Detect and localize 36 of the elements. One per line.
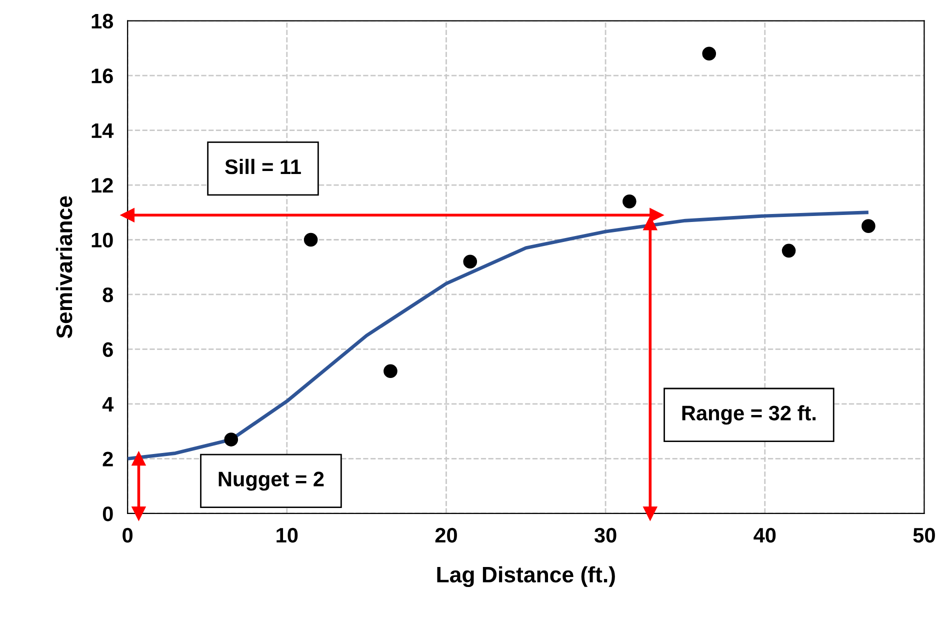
point: [120, 208, 135, 222]
point: [463, 254, 478, 269]
line-series: [128, 210, 870, 460]
annotation: Sill = 11: [225, 158, 301, 174]
x-tick-label: 0: [122, 528, 133, 543]
point: [224, 432, 238, 446]
y-tick-label: 8: [102, 287, 114, 302]
point: [132, 452, 146, 466]
point: [862, 219, 876, 233]
x-tick-label: 50: [913, 528, 935, 543]
point: [782, 244, 796, 258]
annotation: Nugget = 2: [218, 472, 324, 491]
y-axis-title: Semivariance: [56, 196, 72, 338]
y-tick-label: 0: [102, 506, 113, 522]
y-tick-label: 12: [92, 178, 113, 193]
annotation: Range = 32 ft.: [682, 405, 816, 425]
y-tick-label: 4: [102, 397, 114, 412]
x-tick-label: 40: [754, 528, 776, 543]
point: [622, 194, 636, 208]
y-tick-label: 10: [92, 232, 113, 248]
point: [643, 506, 658, 520]
point: [643, 216, 658, 230]
point: [304, 232, 318, 247]
point: [650, 208, 664, 222]
y-tick-label: 16: [92, 68, 113, 84]
y-tick-label: 6: [102, 342, 113, 357]
y-tick-label: 2: [102, 452, 113, 466]
x-tick-label: 10: [276, 528, 298, 543]
point: [702, 46, 716, 61]
point: [132, 506, 146, 520]
x-axis-title: Lag Distance (ft.): [437, 566, 615, 588]
y-tick-label: 18: [92, 14, 114, 29]
x-tick-label: 20: [435, 528, 457, 543]
y-tick-label: 14: [92, 123, 114, 138]
x-tick-label: 30: [594, 528, 616, 543]
point: [384, 364, 398, 378]
